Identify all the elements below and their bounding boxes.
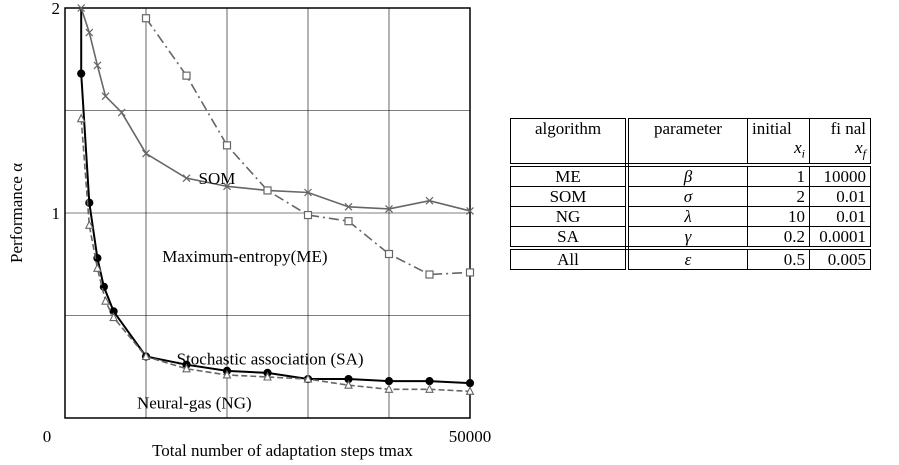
x-tick-label-0: 0	[43, 427, 52, 446]
data-point	[384, 377, 394, 386]
data-point	[466, 207, 474, 215]
header-final: fi nal xf	[809, 118, 871, 168]
data-point	[76, 113, 86, 123]
data-point	[425, 377, 434, 386]
header-final-label: fi nal	[830, 119, 866, 138]
data-point	[465, 379, 475, 388]
cell-algorithm: SOM	[510, 186, 629, 208]
data-point	[182, 71, 191, 80]
data-point	[93, 61, 102, 70]
series-line	[80, 118, 471, 393]
data-point	[85, 28, 94, 37]
data-point	[101, 295, 110, 305]
data-point	[425, 384, 434, 393]
data-point	[304, 188, 312, 197]
cell-final: 10000	[809, 164, 871, 188]
data-point	[77, 69, 86, 78]
cell-algorithm: ME	[510, 164, 629, 188]
data-point	[465, 268, 475, 277]
table-row: NG λ 10 0.01	[510, 206, 871, 228]
data-point	[465, 386, 475, 395]
y-tick-label-1: 2	[52, 0, 61, 18]
cell-parameter: γ	[626, 226, 748, 251]
table-row: All ε 0.5 0.005	[510, 247, 871, 271]
table-header-row: algorithm parameter initial xi fi nal xf	[510, 118, 871, 168]
performance-chart: 0 50000 1 2 Total number of adaptation s…	[7, 0, 492, 460]
header-initial: initial xi	[747, 118, 810, 168]
data-point	[384, 384, 394, 393]
data-point	[385, 204, 393, 213]
data-point	[425, 270, 434, 279]
data-point	[222, 141, 232, 150]
series-line	[80, 73, 471, 385]
data-point	[93, 263, 102, 272]
annotation-me: Maximum-entropy(ME)	[162, 247, 327, 266]
cell-initial: 0.5	[747, 247, 810, 271]
x-axis-label: Total number of adaptation steps tmax	[152, 441, 413, 460]
header-initial-symbol: xi	[794, 138, 805, 161]
data-point	[182, 363, 191, 373]
x-tick-label-1: 50000	[449, 427, 492, 446]
cell-final: 0.005	[809, 247, 871, 271]
data-point	[344, 217, 353, 226]
table-row: SA γ 0.2 0.0001	[510, 226, 871, 251]
series-maximum-entropy-me	[141, 14, 475, 279]
cell-parameter: ε	[626, 247, 748, 271]
cell-algorithm: All	[510, 247, 629, 271]
cell-algorithm: SA	[510, 226, 629, 251]
data-point	[77, 4, 86, 12]
cell-parameter: β	[626, 164, 748, 188]
data-point	[182, 174, 191, 183]
header-parameter: parameter	[626, 118, 748, 168]
data-point	[141, 14, 151, 23]
table-row: SOM σ 2 0.01	[510, 186, 871, 208]
data-point	[303, 373, 313, 383]
cell-parameter: σ	[626, 186, 748, 208]
cell-final: 0.01	[809, 186, 871, 208]
data-point	[101, 92, 110, 101]
data-point	[222, 369, 232, 379]
cell-initial: 2	[747, 186, 810, 208]
cell-algorithm: NG	[510, 206, 629, 228]
data-point	[384, 249, 394, 259]
table-row: ME β 1 10000	[510, 164, 871, 188]
plot-frame	[64, 7, 471, 419]
cell-final: 0.0001	[809, 226, 871, 251]
data-point	[425, 196, 434, 205]
data-point	[344, 202, 353, 211]
data-point	[117, 108, 126, 117]
annotation-som: SOM	[199, 169, 236, 188]
cell-initial: 10	[747, 206, 810, 228]
parameter-table: algorithm parameter initial xi fi nal xf…	[510, 118, 871, 271]
header-algorithm: algorithm	[510, 118, 629, 168]
data-point	[84, 220, 94, 229]
annotation-sa: Stochastic association (SA)	[177, 350, 364, 369]
data-point	[263, 186, 272, 195]
data-point	[344, 379, 353, 389]
series-layer	[76, 4, 475, 395]
cell-initial: 0.2	[747, 226, 810, 251]
header-initial-label: initial	[752, 119, 792, 138]
data-point	[263, 371, 272, 381]
data-point	[142, 149, 150, 158]
y-tick-label-0: 1	[52, 204, 61, 223]
cell-parameter: λ	[626, 206, 748, 228]
cell-initial: 1	[747, 164, 810, 188]
data-point	[223, 182, 231, 191]
series-neural-gas-ng	[76, 113, 475, 395]
series-line	[145, 17, 471, 276]
series-line	[80, 7, 471, 212]
y-axis-label: Performance α	[7, 163, 26, 263]
data-point	[141, 351, 151, 361]
data-point	[303, 210, 313, 220]
series-som	[77, 4, 474, 215]
data-point	[109, 312, 118, 322]
cell-final: 0.01	[809, 206, 871, 228]
annotation-ng: Neural-gas (NG)	[137, 394, 252, 413]
series-stochastic-association-sa	[77, 69, 475, 388]
header-final-symbol: xf	[855, 138, 866, 161]
